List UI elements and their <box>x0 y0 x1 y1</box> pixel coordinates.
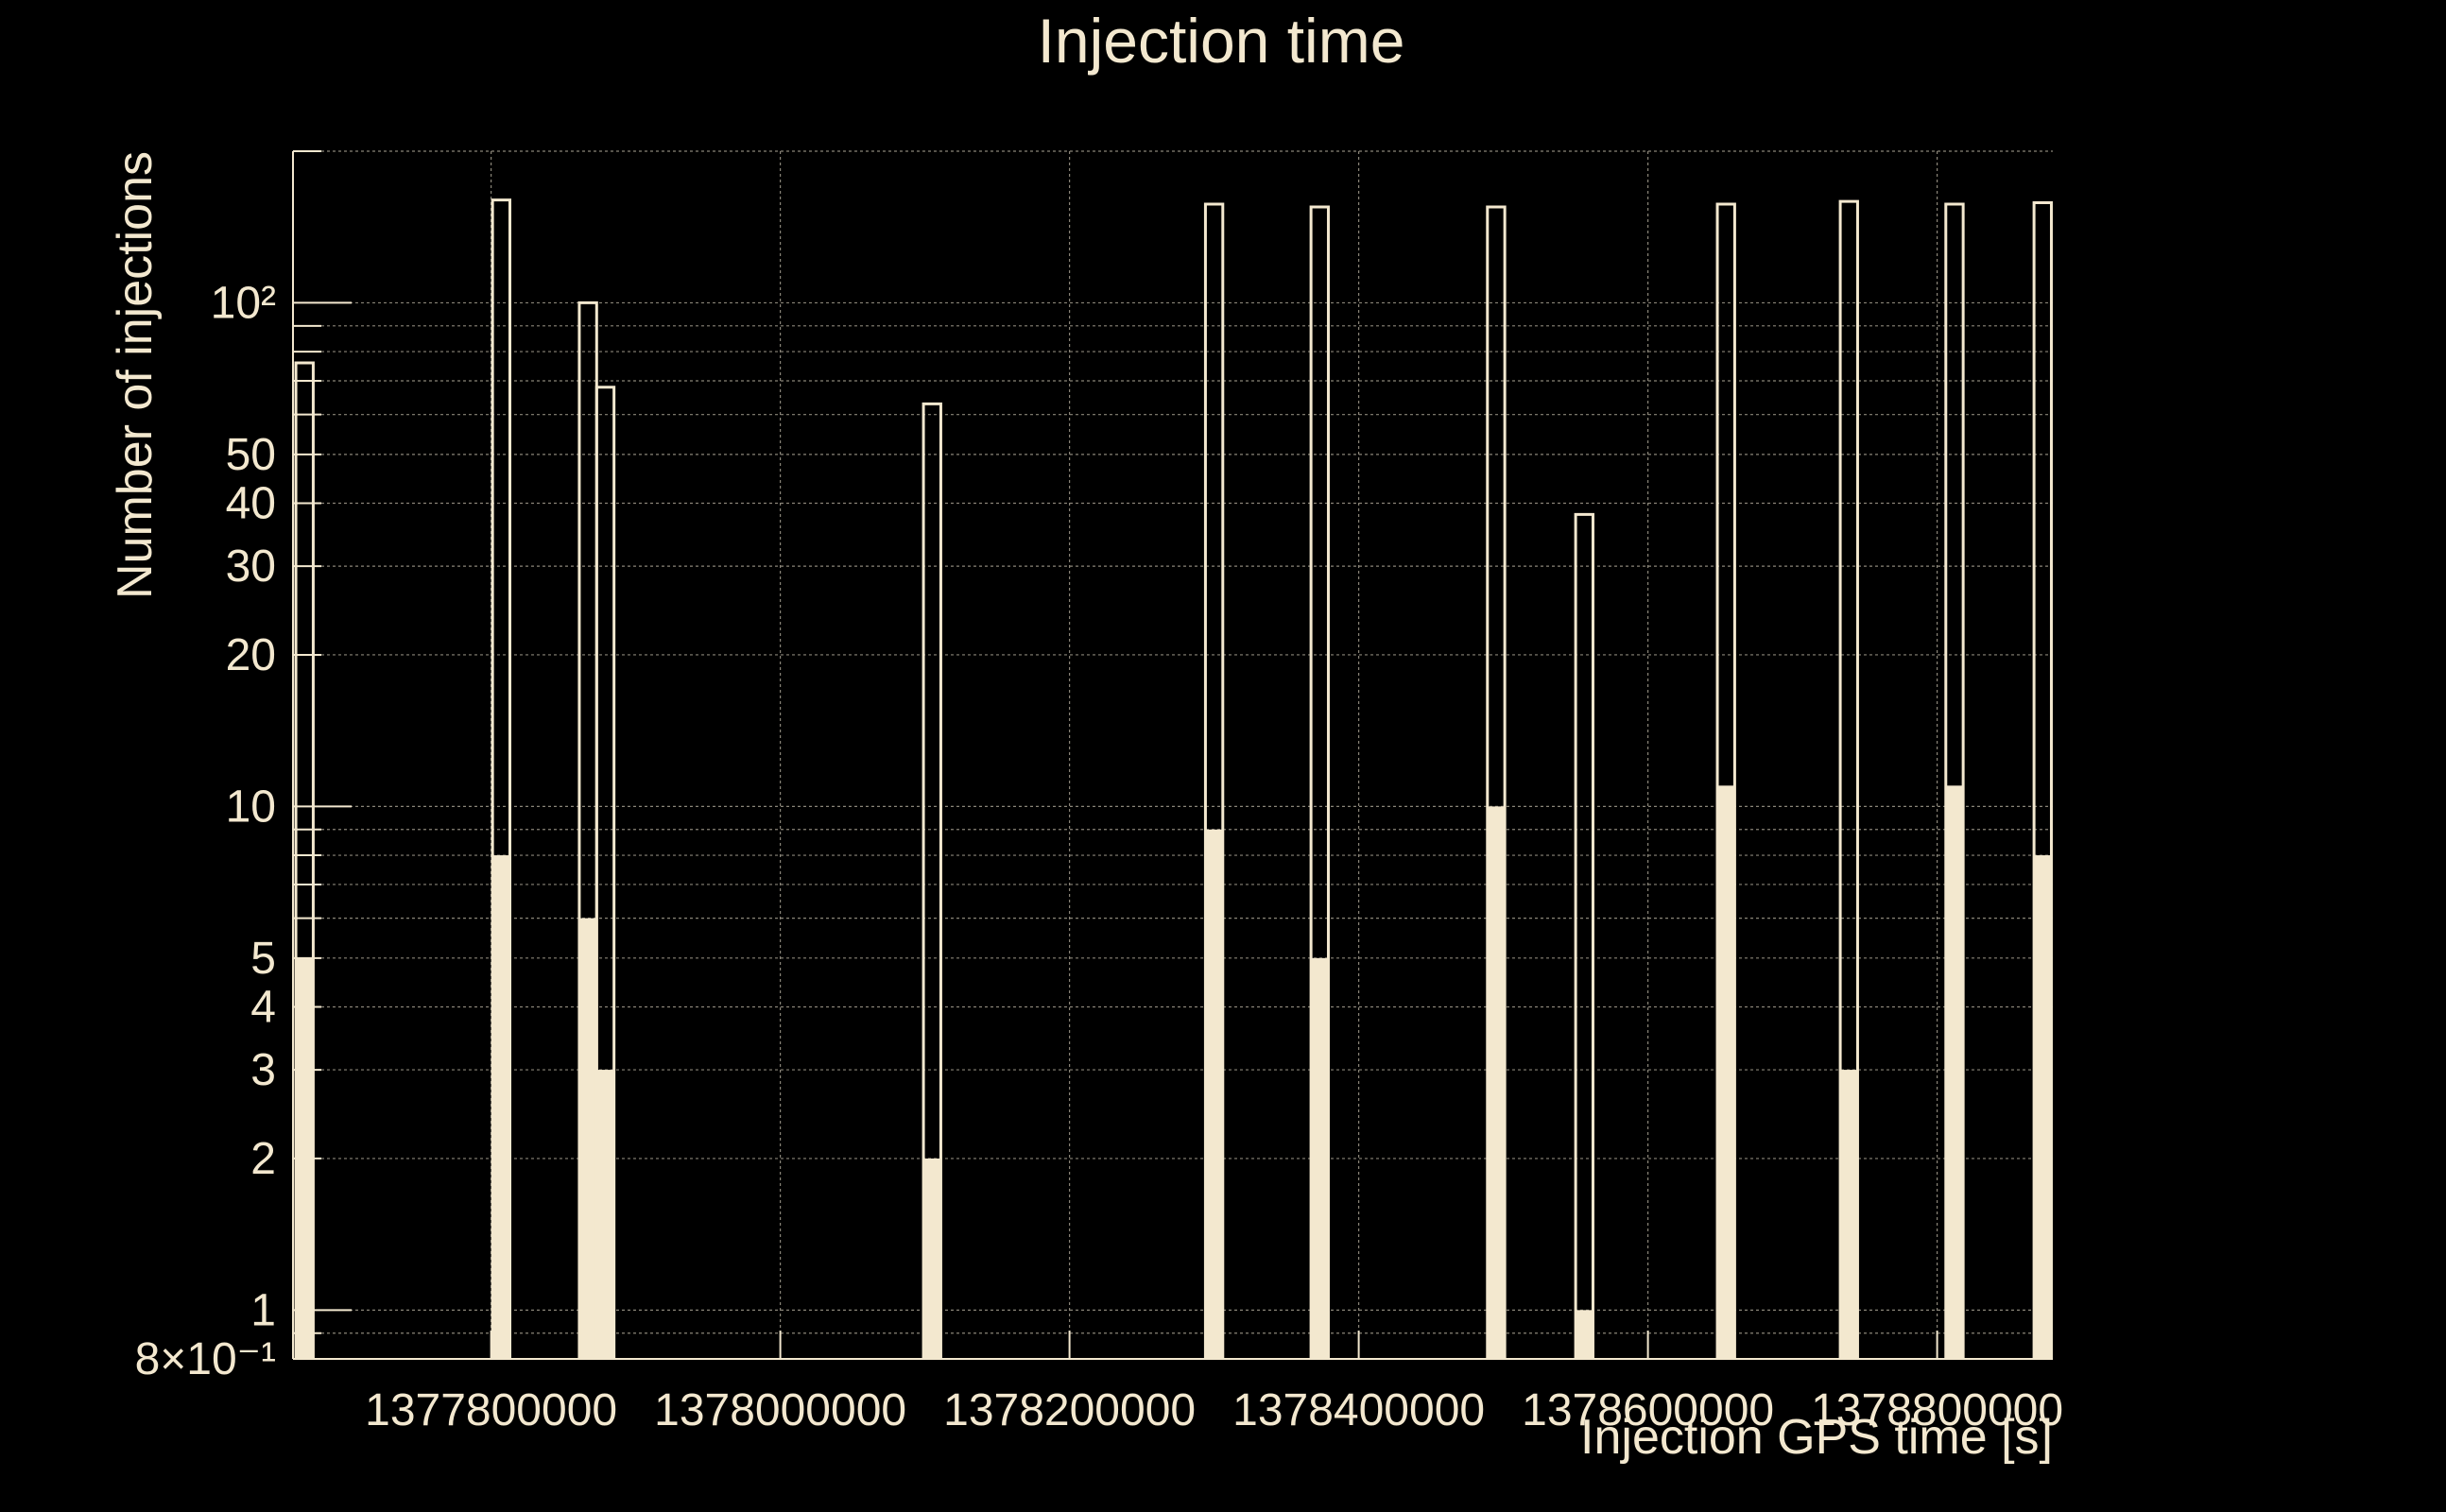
outline-bar <box>1944 202 1965 1359</box>
chart-title: Injection time <box>1038 6 1405 76</box>
y-tick-label: 5 <box>250 934 276 984</box>
outline-bar <box>1309 205 1330 1359</box>
y-tick-label: 8×10⁻¹ <box>135 1334 276 1384</box>
filled-bar <box>596 1070 614 1359</box>
x-tick-label: 1378400000 <box>1232 1385 1485 1435</box>
outline-bar <box>922 402 942 1359</box>
filled-bar <box>578 918 597 1359</box>
histogram-bars <box>294 198 2053 1359</box>
filled-bar <box>1840 1070 1858 1359</box>
y-tick-label: 20 <box>226 630 276 680</box>
axes <box>292 150 2053 1360</box>
y-axis-label: Number of injections <box>108 151 163 599</box>
y-tick-label: 10 <box>226 782 276 832</box>
y-tick-label: 3 <box>250 1045 276 1095</box>
filled-bar <box>1945 785 1964 1359</box>
x-axis-label: Injection GPS time [s] <box>1580 1410 2053 1465</box>
filled-bar <box>1487 806 1506 1359</box>
x-tick-label: 1378200000 <box>943 1385 1196 1435</box>
y-tick-label: 2 <box>250 1134 276 1184</box>
outline-bar <box>491 198 511 1359</box>
x-tick-label: 1378600000 <box>1522 1385 1774 1435</box>
filled-bar <box>1717 785 1735 1359</box>
outline-bar <box>1203 202 1225 1359</box>
outline-bar <box>294 361 315 1359</box>
filled-bar <box>2034 855 2052 1359</box>
y-tick-label: 50 <box>226 430 276 480</box>
y-tick-label: 40 <box>226 479 276 529</box>
outline-bar <box>2032 201 2053 1359</box>
y-tick-label: 30 <box>226 541 276 592</box>
y-tick-label: 4 <box>250 982 276 1032</box>
x-tick-label: 1378000000 <box>654 1385 906 1435</box>
x-tick-label: 1377800000 <box>365 1385 617 1435</box>
outline-bar <box>1715 202 1736 1359</box>
filled-bar <box>1311 957 1329 1359</box>
outline-bar <box>1838 199 1859 1359</box>
grid-lines <box>293 150 2053 1359</box>
y-tick-label: 10² <box>211 278 276 328</box>
outline-bar <box>1574 512 1594 1359</box>
x-tick-label: 1378800000 <box>1811 1385 2063 1435</box>
filled-bar <box>492 855 510 1359</box>
y-tick-label: 1 <box>250 1285 276 1335</box>
outline-bar <box>1486 205 1507 1359</box>
filled-bar <box>1205 829 1223 1359</box>
filled-bar <box>1576 1310 1593 1359</box>
outline-bar <box>594 386 616 1359</box>
filled-bar <box>923 1158 941 1359</box>
